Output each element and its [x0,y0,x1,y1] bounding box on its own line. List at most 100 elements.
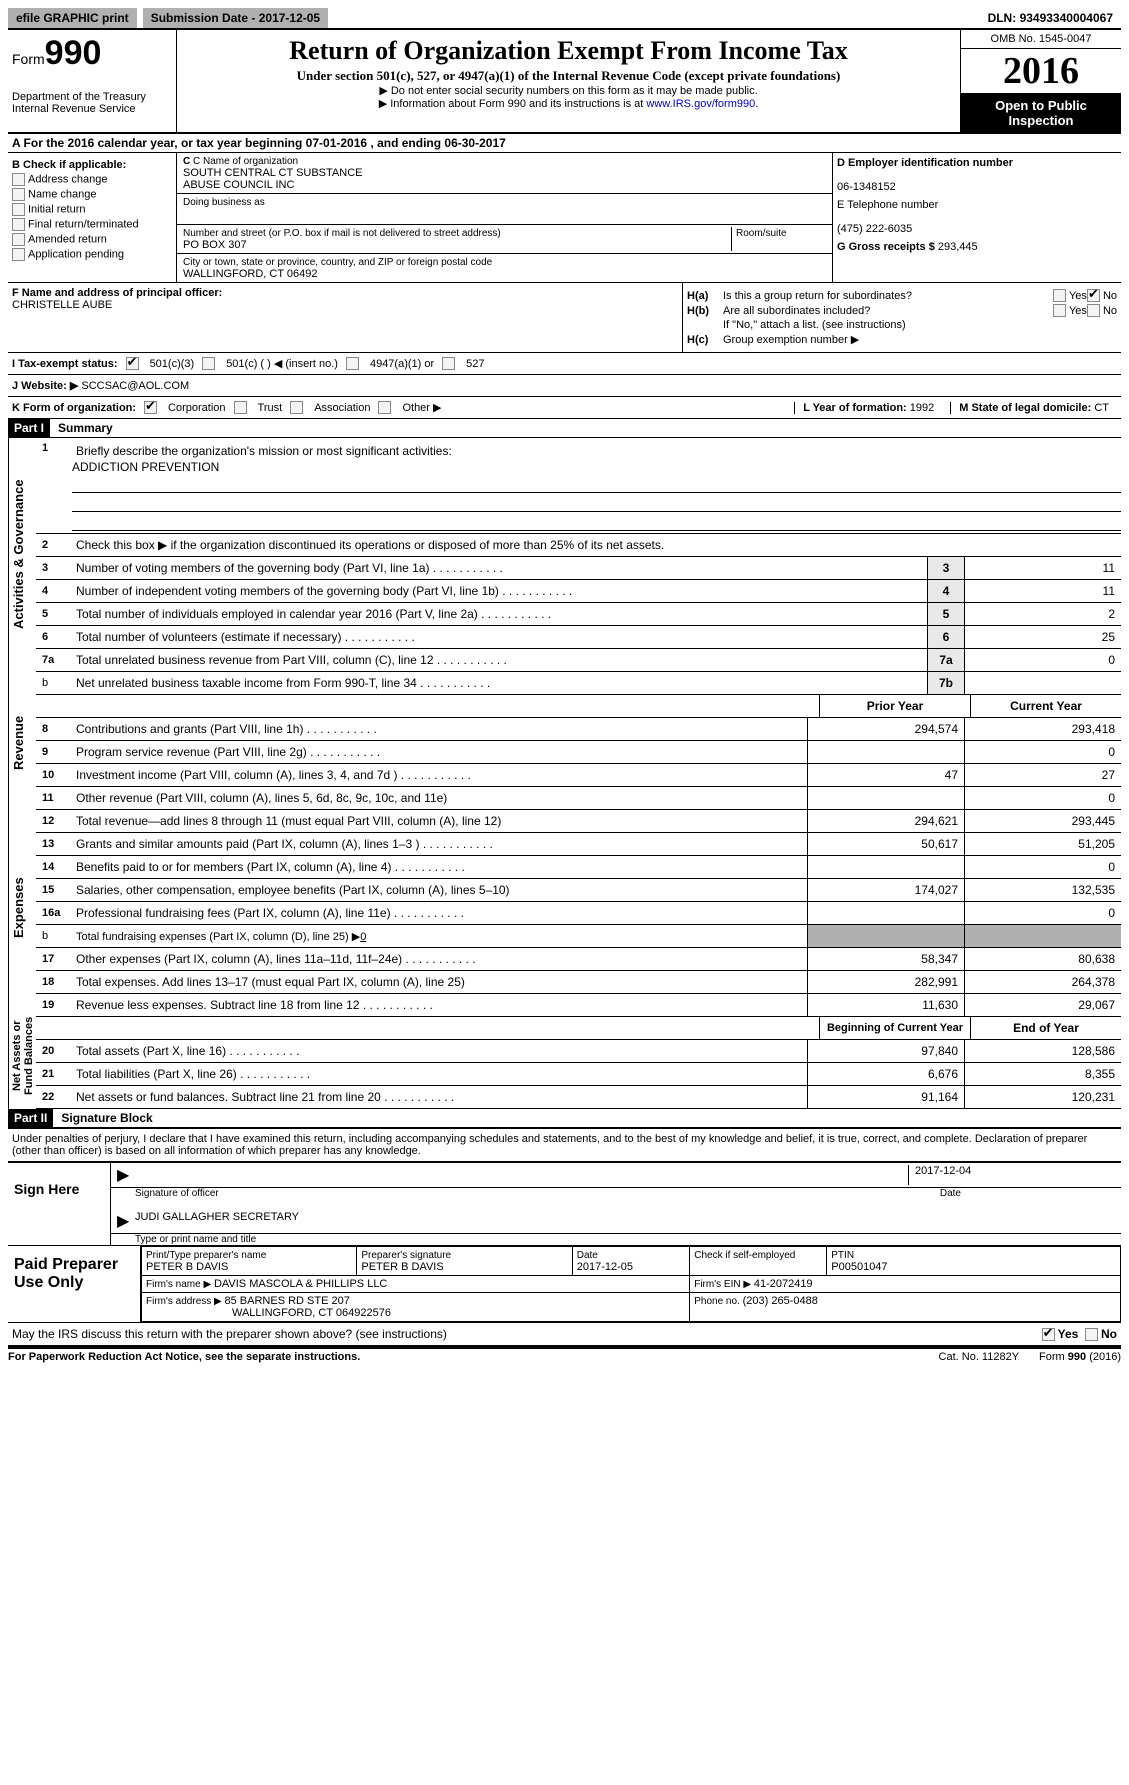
line-14-desc: Benefits paid to or for members (Part IX… [72,858,807,876]
p9 [807,741,964,763]
h-b-text: Are all subordinates included? [723,305,1053,317]
room-label: Room/suite [736,228,787,239]
submission-chip: Submission Date - 2017-12-05 [143,8,328,28]
ein-label: D Employer identification number [837,157,1013,169]
line-13: 13Grants and similar amounts paid (Part … [36,833,1121,856]
prep-name: PETER B DAVIS [146,1261,228,1273]
opt-trust: Trust [258,402,283,414]
line-16a: 16aProfessional fundraising fees (Part I… [36,902,1121,925]
line-8-desc: Contributions and grants (Part VIII, lin… [72,720,807,738]
section-l-label: L Year of formation: [803,402,910,414]
checkbox-501c[interactable] [202,357,215,370]
line-21: 21Total liabilities (Part X, line 26)6,6… [36,1063,1121,1086]
p22: 91,164 [807,1086,964,1108]
c11: 0 [964,787,1121,809]
dept-treasury: Department of the Treasury [12,91,172,103]
line-10: 10Investment income (Part VIII, column (… [36,764,1121,787]
name-change-label: Name change [28,188,97,200]
checkbox-final-return[interactable] [12,218,25,231]
opt-corp: Corporation [168,402,225,414]
line-20: 20Total assets (Part X, line 16)97,84012… [36,1040,1121,1063]
p14 [807,856,964,878]
checkbox-discuss-yes[interactable] [1042,1328,1055,1341]
checkbox-name-change[interactable] [12,188,25,201]
checkbox-527[interactable] [442,357,455,370]
discuss-yes: Yes [1058,1327,1079,1341]
checkbox-ha-no[interactable] [1087,289,1100,302]
phone-label: E Telephone number [837,199,938,211]
c16a: 0 [964,902,1121,924]
efile-chip: efile GRAPHIC print [8,8,137,28]
tab-net-assets: Net Assets or Fund Balances [8,1002,37,1109]
tab-expenses: Expenses [8,814,37,1002]
section-c: C C Name of organization SOUTH CENTRAL C… [177,153,832,282]
perjury-text: Under penalties of perjury, I declare th… [8,1128,1121,1161]
section-f: F Name and address of principal officer:… [8,283,682,352]
checkbox-address-change[interactable] [12,173,25,186]
section-a-pre: A For the 2016 calendar year, or tax yea… [12,136,306,150]
checkbox-4947[interactable] [346,357,359,370]
checkbox-discuss-no[interactable] [1085,1328,1098,1341]
ptin-label: PTIN [831,1250,854,1261]
part-1-label: Part I [8,419,50,437]
line-7b: bNet unrelated business taxable income f… [36,672,1121,695]
submission-date: 2017-12-05 [259,11,320,25]
checkbox-hb-yes[interactable] [1053,304,1066,317]
section-a-mid: , and ending [367,136,444,150]
sections-fh: F Name and address of principal officer:… [8,283,1121,353]
checkbox-trust[interactable] [234,401,247,414]
summary-table: Activities & Governance Revenue Expenses… [8,438,1121,1109]
checkbox-assoc[interactable] [290,401,303,414]
checkbox-other[interactable] [378,401,391,414]
line-15-desc: Salaries, other compensation, employee b… [72,881,807,899]
prep-name-label: Print/Type preparer's name [146,1250,266,1261]
line-11-desc: Other revenue (Part VIII, column (A), li… [72,789,807,807]
section-deg: D Employer identification number 06-1348… [832,153,1121,282]
section-a-tax-year: A For the 2016 calendar year, or tax yea… [8,134,1121,153]
val-3: 11 [964,557,1121,579]
p10: 47 [807,764,964,786]
firm-ein: 41-2072419 [754,1278,813,1290]
irs-link[interactable]: www.IRS.gov/form990 [646,98,755,110]
c22: 120,231 [964,1086,1121,1108]
p16a [807,902,964,924]
checkbox-ha-yes[interactable] [1053,289,1066,302]
sig-officer-label: Signature of officer [135,1188,219,1199]
opt-other: Other ▶ [402,401,441,414]
checkbox-amended[interactable] [12,233,25,246]
initial-return-label: Initial return [28,203,85,215]
val-7a: 0 [964,649,1121,671]
checkbox-501c3[interactable] [126,357,139,370]
discuss-row: May the IRS discuss this return with the… [8,1322,1121,1347]
form-subtitle: Under section 501(c), 527, or 4947(a)(1)… [181,68,956,84]
note-ssn: ▶ Do not enter social security numbers o… [181,84,956,97]
page-footer: For Paperwork Reduction Act Notice, see … [8,1347,1121,1363]
c20: 128,586 [964,1040,1121,1062]
checkbox-app-pending[interactable] [12,248,25,261]
part-2-title: Signature Block [53,1111,152,1125]
form-number: 990 [45,34,102,72]
checkbox-corp[interactable] [144,401,157,414]
header-right: OMB No. 1545-0047 2016 Open to Public In… [960,30,1121,132]
city-value: WALLINGFORD, CT 06492 [183,268,318,280]
hb-yes: Yes [1069,305,1087,317]
c10: 27 [964,764,1121,786]
form-prefix: Form [12,51,45,67]
line-17-desc: Other expenses (Part IX, column (A), lin… [72,950,807,968]
p18: 282,991 [807,971,964,993]
form-header: Form990 Department of the Treasury Inter… [8,30,1121,134]
checkbox-initial-return[interactable] [12,203,25,216]
note-info: ▶ Information about Form 990 and its ins… [181,97,956,110]
prior-year-header: Prior Year [819,695,970,717]
c14: 0 [964,856,1121,878]
line-6-desc: Total number of volunteers (estimate if … [72,628,927,646]
line-20-desc: Total assets (Part X, line 16) [72,1042,807,1060]
tab-governance: Activities & Governance [8,438,37,671]
h-a-text: Is this a group return for subordinates? [723,290,1053,302]
prep-sig-label: Preparer's signature [361,1250,451,1261]
section-m-label: M State of legal domicile: [959,402,1094,414]
city-label: City or town, state or province, country… [183,257,492,268]
p20: 97,840 [807,1040,964,1062]
checkbox-hb-no[interactable] [1087,304,1100,317]
paid-preparer-table: Print/Type preparer's namePETER B DAVIS … [141,1246,1121,1322]
